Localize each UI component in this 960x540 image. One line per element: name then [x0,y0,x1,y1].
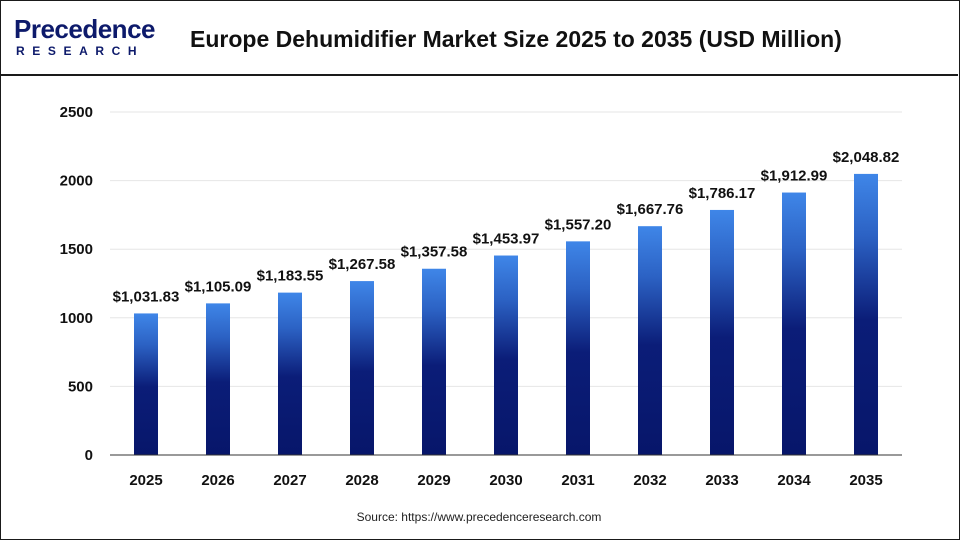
x-tick-label: 2033 [705,472,738,489]
data-label-2033: $1,786.17 [689,185,756,202]
gridlines [110,111,902,387]
bar-2034 [782,192,806,455]
x-tick-label: 2028 [345,472,378,489]
data-label-2031: $1,557.20 [545,216,612,233]
y-tick-label: 2500 [60,104,93,121]
bar-2026 [206,303,230,455]
x-tick-label: 2031 [561,472,594,489]
data-label-2034: $1,912.99 [761,168,828,185]
header: Precedence RESEARCH Europe Dehumidifier … [0,0,958,76]
data-labels: $1,031.83 $1,105.09 $1,183.55 $1,267.58 $1,3… [113,149,900,306]
bar-2029 [422,268,446,455]
x-tick-label: 2032 [633,472,666,489]
y-axis: 0 500 1000 1500 2000 2500 [60,104,93,464]
y-tick-label: 1000 [60,310,93,327]
logo-main-text: Precedence [14,14,155,44]
bars [134,173,878,455]
source-note: Source: https://www.precedenceresearch.c… [356,510,602,524]
x-tick-label: 2029 [417,472,450,489]
logo-sub-text: RESEARCH [16,44,145,58]
bar-2025 [134,313,158,455]
x-axis: 2025 2026 2027 2028 2029 2030 2031 2032 2033 2034… [110,454,902,489]
bar-2027 [278,292,302,455]
data-label-2025: $1,031.83 [113,288,180,305]
data-label-2028: $1,267.58 [329,256,396,273]
chart-title: Europe Dehumidifier Market Size 2025 to … [190,26,842,52]
bar-2035 [854,173,878,455]
bar-2030 [494,255,518,455]
data-label-2030: $1,453.97 [473,231,540,248]
bar-2033 [710,209,734,455]
data-label-2027: $1,183.55 [257,268,324,285]
data-label-2035: $2,048.82 [833,149,900,166]
x-tick-label: 2025 [129,472,162,489]
data-label-2029: $1,357.58 [401,244,468,261]
x-tick-label: 2030 [489,472,522,489]
data-label-2032: $1,667.76 [617,201,684,218]
y-tick-label: 1500 [60,241,93,258]
x-tick-label: 2026 [201,472,234,489]
y-tick-label: 2000 [60,173,93,190]
bar-2031 [566,241,590,455]
x-tick-label: 2035 [849,472,882,489]
x-tick-label: 2027 [273,472,306,489]
data-label-2026: $1,105.09 [185,278,252,295]
y-tick-label: 0 [85,447,93,464]
y-tick-label: 500 [68,378,93,395]
precedence-research-logo: Precedence RESEARCH [14,14,164,62]
bar-2032 [638,226,662,455]
bar-2028 [350,281,374,455]
x-tick-label: 2034 [777,472,811,489]
